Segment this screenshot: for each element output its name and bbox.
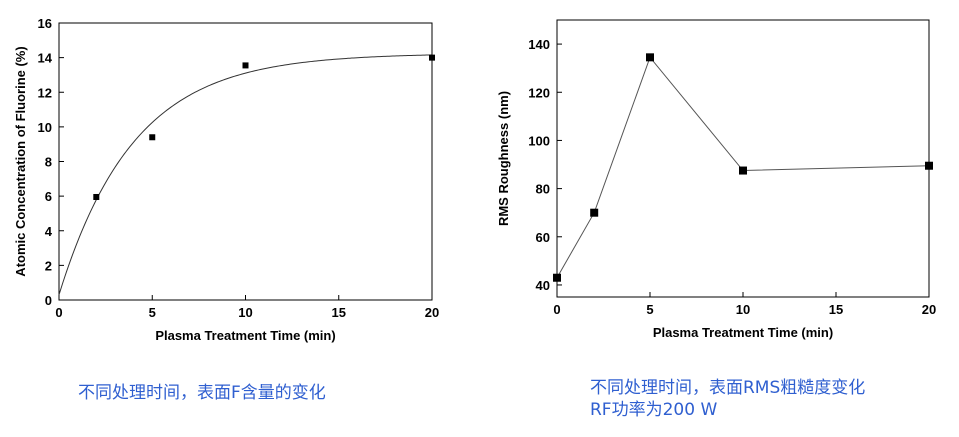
roughness-plot-frame (556, 19, 930, 298)
roughness-y-tick-label: 100 (528, 133, 550, 148)
fluorine-y-tick-label: 16 (38, 16, 52, 31)
fluorine-y-tick-label: 4 (45, 224, 53, 239)
roughness-data-point (553, 273, 561, 282)
fluorine-data-point (429, 54, 435, 61)
fluorine-y-tick-label: 6 (45, 189, 52, 204)
caption-roughness: 不同处理时间，表面RMS粗糙度变化 RF功率为200 W (590, 377, 865, 421)
fluorine-y-axis-title: Atomic Concentration of Fluorine (%) (13, 46, 28, 276)
caption-fluorine: 不同处理时间，表面F含量的变化 (78, 383, 326, 403)
roughness-data-point (646, 53, 654, 62)
fluorine-x-tick-label: 5 (149, 305, 156, 320)
roughness-chart-svg: 0 5 10 15 20 40 60 80 100 120 140 Plasma Treatment … (496, 19, 936, 340)
fluorine-chart: 0 5 10 15 20 0 2 4 6 8 10 12 14 16 Plasma Treatment Ti… (0, 0, 470, 360)
roughness-data-point (590, 208, 599, 217)
fluorine-y-tick-label: 14 (38, 51, 53, 66)
fluorine-chart-svg: 0 5 10 15 20 0 2 4 6 8 10 12 14 16 Plasma Treatment Ti… (13, 16, 439, 343)
fluorine-x-axis-title: Plasma Treatment Time (min) (155, 328, 335, 343)
roughness-y-tick-label: 60 (536, 230, 550, 245)
caption-roughness-line1: 不同处理时间，表面RMS粗糙度变化 (590, 378, 866, 398)
fluorine-y-tick-label: 10 (38, 120, 52, 135)
fluorine-y-tick-label: 0 (45, 293, 52, 308)
roughness-data-point (739, 166, 747, 175)
fluorine-y-tick-label: 8 (45, 155, 52, 170)
roughness-x-tick-label: 10 (736, 302, 750, 317)
roughness-y-tick-label: 140 (528, 37, 550, 52)
fluorine-x-tick-label: 20 (425, 305, 439, 320)
roughness-y-axis-title: RMS Roughness (nm) (496, 91, 511, 226)
roughness-y-tick-label: 80 (536, 182, 550, 197)
fluorine-x-tick-label: 0 (55, 305, 62, 320)
fluorine-y-tick-label: 2 (45, 258, 52, 273)
roughness-x-tick-label: 5 (646, 302, 653, 317)
fluorine-fit-curve (58, 54, 433, 295)
roughness-x-tick-label: 20 (922, 302, 936, 317)
roughness-y-tick-label: 120 (528, 85, 550, 100)
roughness-data-point (925, 161, 933, 170)
fluorine-x-tick-label: 10 (238, 305, 252, 320)
roughness-x-axis-title: Plasma Treatment Time (min) (653, 325, 833, 340)
roughness-x-tick-label: 15 (829, 302, 843, 317)
roughness-x-tick-label: 0 (553, 302, 560, 317)
fluorine-y-tick-label: 12 (38, 85, 52, 100)
fluorine-data-point (149, 134, 156, 141)
caption-roughness-line2: RF功率为200 W (590, 400, 718, 420)
roughness-y-tick-label: 40 (536, 278, 550, 293)
fluorine-data-point (93, 193, 100, 200)
fluorine-data-point (242, 62, 249, 69)
roughness-chart: 0 5 10 15 20 40 60 80 100 120 140 Plasma Treatment … (490, 0, 959, 360)
fluorine-x-tick-label: 15 (332, 305, 346, 320)
